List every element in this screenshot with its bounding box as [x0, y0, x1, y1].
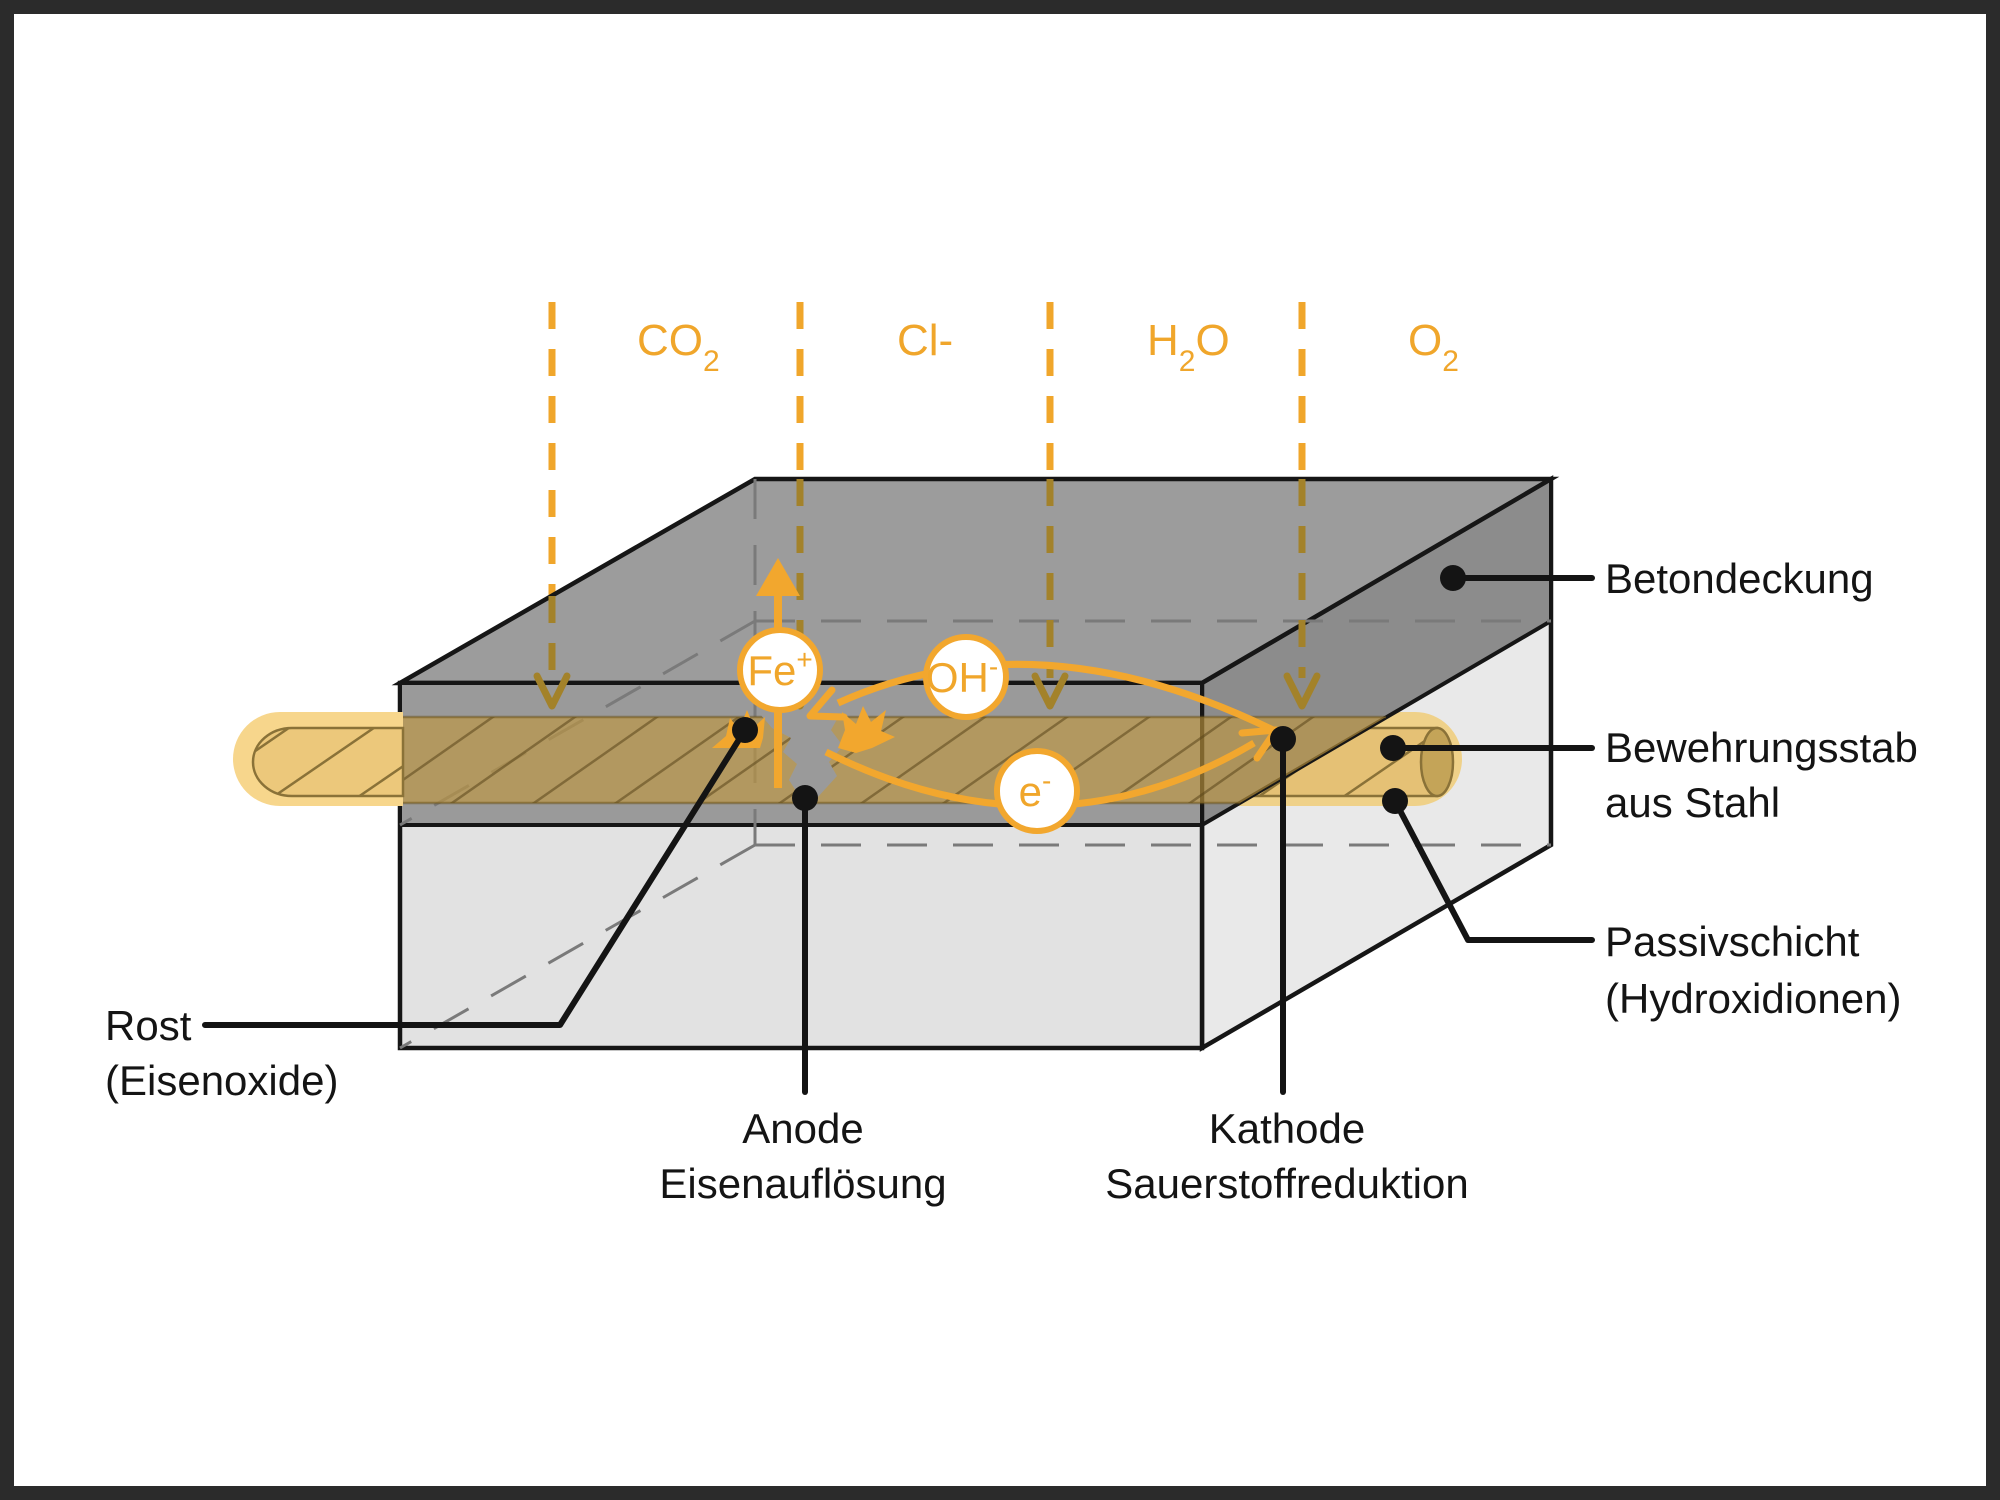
rebar-right-end-cap — [1419, 726, 1455, 798]
rebar-left — [233, 712, 405, 806]
cl-label: Cl- — [897, 316, 953, 365]
oh-arrowhead-icon — [806, 686, 848, 721]
betondeckung-dot — [1440, 565, 1466, 591]
rost-leader-line — [202, 727, 748, 1028]
rost-dot — [732, 717, 758, 743]
anode-label-line2: Eisenauflösung — [659, 1160, 946, 1207]
hidden-bottom-left-edge — [399, 843, 756, 1050]
bewehrungsstab-dot — [1380, 735, 1406, 761]
fe-arrowhead-icon — [756, 558, 800, 596]
electron-badge — [994, 748, 1080, 834]
betondeckung-label: Betondeckung — [1605, 555, 1874, 602]
co2-arrowhead-icon — [533, 672, 571, 710]
oh-flow — [806, 660, 1285, 739]
leader-dots — [732, 565, 1466, 814]
electron-label: e- — [1019, 765, 1052, 815]
o2-label: O2 — [1408, 316, 1459, 378]
rebar-band-fill — [400, 717, 1386, 803]
passivschicht-leader-line — [1392, 798, 1595, 943]
kathode-label-line2: Sauerstoffreduktion — [1105, 1160, 1468, 1207]
oh-curve — [836, 660, 1285, 739]
o2-arrowhead-icon — [1283, 672, 1321, 710]
co2-label: CO2 — [637, 316, 720, 378]
rebar-left-rod — [251, 726, 405, 798]
rust-right — [838, 706, 895, 753]
anode-label-line1: Anode — [742, 1105, 863, 1152]
leader-lines — [202, 575, 1595, 1095]
fe-ion-badge — [737, 627, 823, 713]
bewehrungsstab-label-line1: Bewehrungsstab — [1605, 724, 1918, 771]
passivschicht-label-line1: Passivschicht — [1605, 918, 1860, 965]
anode-pit — [760, 714, 843, 802]
oh-ion-label: OH- — [926, 651, 998, 701]
rebar-left-hatching — [253, 728, 403, 796]
fe-ion-label: Fe+ — [747, 644, 812, 694]
rost-label-line1: Rost — [105, 1002, 192, 1049]
ion-badges: Fe+ OH- e- — [737, 627, 1080, 834]
passivschicht-label-line2: (Hydroxidionen) — [1605, 975, 1901, 1022]
h2o-arrowhead-icon — [1031, 672, 1069, 710]
bewehrungsstab-label-line2: aus Stahl — [1605, 779, 1780, 826]
gas-lines-upper — [548, 302, 1306, 596]
text-labels: Betondeckung Bewehrungsstab aus Stahl Pa… — [105, 555, 1918, 1207]
gas-labels: CO2 Cl- H2O O2 — [637, 316, 1459, 378]
oh-ion-badge — [923, 634, 1009, 720]
rost-label-line2: (Eisenoxide) — [105, 1057, 338, 1104]
passivschicht-dot — [1382, 788, 1408, 814]
anode-dot — [792, 785, 818, 811]
kathode-label-line1: Kathode — [1209, 1105, 1365, 1152]
kathode-dot — [1270, 726, 1296, 752]
h2o-label: H2O — [1147, 316, 1230, 378]
